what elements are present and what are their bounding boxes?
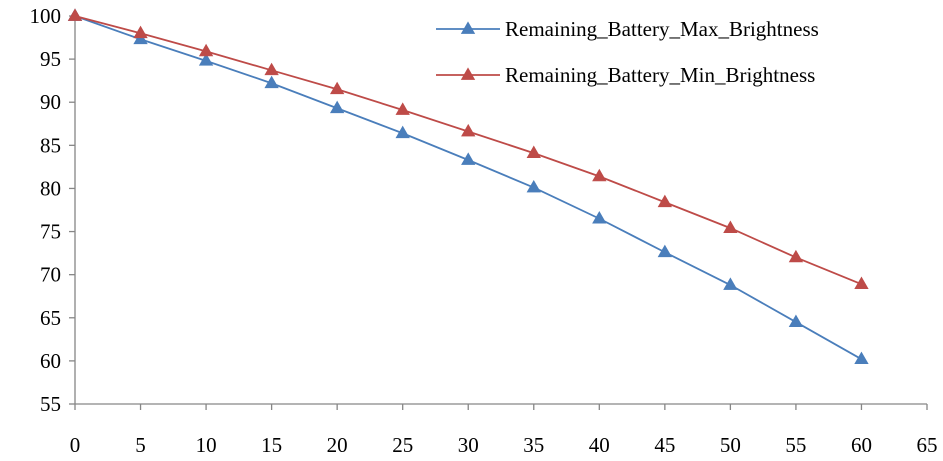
y-tick-label: 90 — [40, 90, 61, 114]
series-1-marker — [329, 81, 345, 95]
y-tick-label: 85 — [40, 133, 61, 157]
legend-marker-1 — [460, 67, 476, 80]
y-tick-label: 80 — [40, 176, 61, 200]
y-tick-label: 60 — [40, 349, 61, 373]
series-0-marker — [723, 277, 738, 290]
x-tick-label: 45 — [654, 433, 675, 457]
legend-label-1: Remaining_Battery_Min_Brightness — [505, 63, 815, 87]
series-0-marker — [395, 125, 410, 139]
series-0-marker — [329, 100, 345, 114]
series-1-marker — [133, 25, 148, 39]
x-tick-label: 35 — [523, 433, 544, 457]
axes: 55 60 65 70 75 80 85 90 95 100 0 5 10 15 20 25 30 35 40 45 5… — [30, 4, 938, 457]
y-tick-label: 65 — [40, 306, 61, 330]
x-tick-label: 50 — [720, 433, 741, 457]
legend-marker-0 — [460, 21, 476, 34]
series-1-marker — [657, 194, 673, 208]
series-0-marker — [788, 314, 804, 327]
x-tick-label: 25 — [392, 433, 413, 457]
series-0-marker — [854, 351, 869, 365]
series-1-marker — [67, 8, 83, 21]
series-0-marker — [198, 53, 214, 66]
x-tick-label: 40 — [589, 433, 610, 457]
series-1-marker — [723, 220, 738, 233]
series-1-marker — [461, 123, 476, 137]
x-tick-label: 5 — [135, 433, 146, 457]
series-0-marker — [526, 179, 541, 193]
series-1-marker — [264, 62, 279, 76]
y-tick-label: 100 — [30, 4, 62, 28]
series-1-marker — [198, 43, 214, 57]
legend-label-0: Remaining_Battery_Max_Brightness — [505, 17, 819, 41]
series-1-marker — [788, 249, 804, 263]
legend: Remaining_Battery_Max_Brightness Remainin… — [436, 17, 819, 87]
x-tick-label: 65 — [917, 433, 938, 457]
x-tick-label: 20 — [327, 433, 348, 457]
x-tick-label: 0 — [70, 433, 81, 457]
x-tick-label: 10 — [196, 433, 217, 457]
series-0-marker — [264, 75, 279, 89]
series-1-marker — [592, 168, 607, 182]
x-tick-label: 30 — [458, 433, 479, 457]
x-tick-label: 60 — [851, 433, 872, 457]
x-tick-label: 15 — [261, 433, 282, 457]
y-tick-label: 70 — [40, 263, 61, 287]
series-0-marker — [592, 211, 607, 224]
series-1-marker — [526, 145, 541, 158]
series-1-marker — [395, 102, 410, 115]
y-tick-label: 55 — [40, 392, 61, 416]
series-0-marker — [461, 152, 476, 165]
x-tick-label: 55 — [785, 433, 806, 457]
y-tick-label: 95 — [40, 47, 61, 71]
series-1-marker — [854, 276, 869, 290]
y-tick-label: 75 — [40, 220, 61, 244]
series-0-marker — [657, 244, 673, 258]
series-layer — [67, 8, 869, 365]
